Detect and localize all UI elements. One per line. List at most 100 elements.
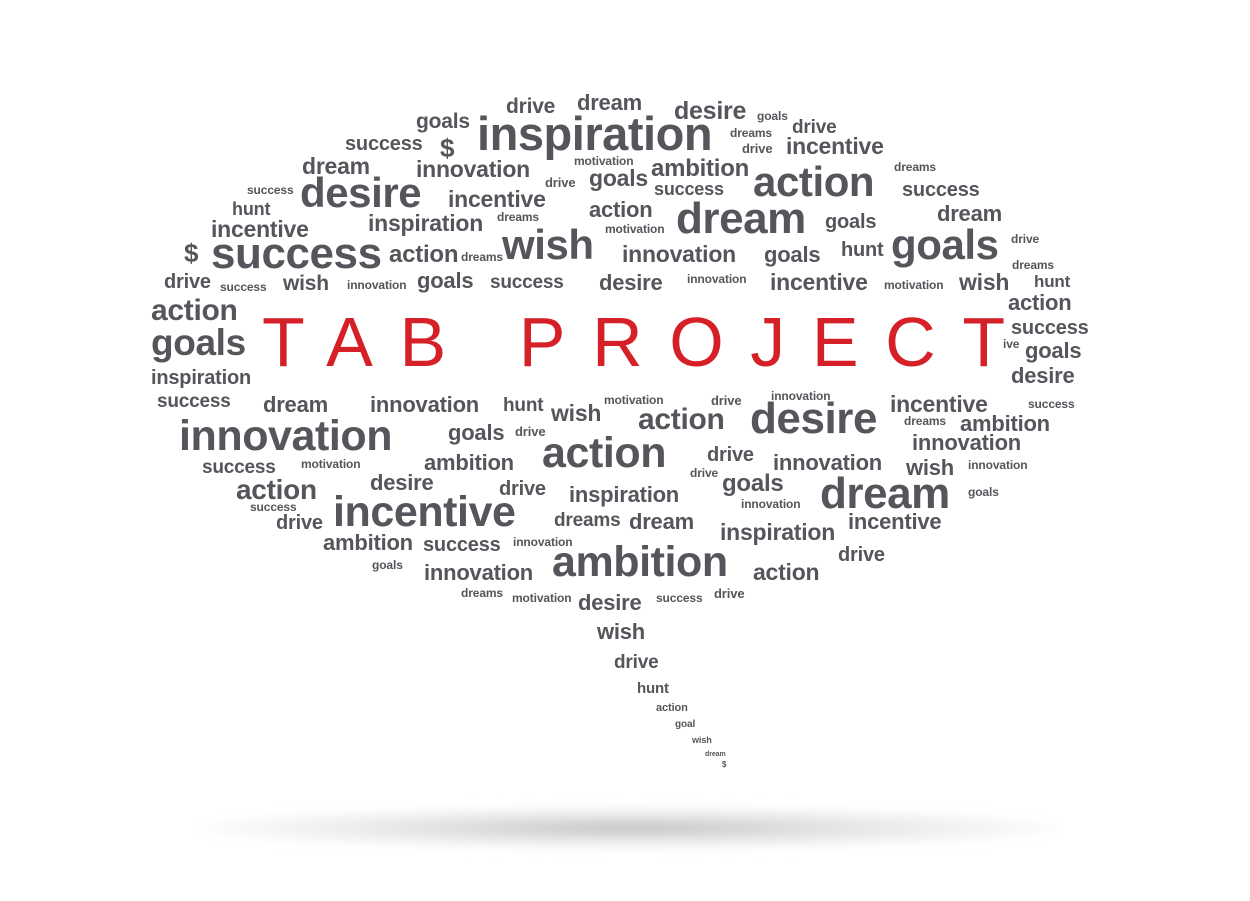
word: hunt xyxy=(637,680,669,697)
word: innovation xyxy=(771,389,831,403)
word: wish xyxy=(906,455,955,480)
word: drive xyxy=(742,141,773,156)
word: incentive xyxy=(786,133,884,159)
word: dream xyxy=(577,90,642,115)
word: incentive xyxy=(211,216,309,242)
word: motivation xyxy=(301,457,361,471)
word: wish xyxy=(597,619,646,644)
word: success xyxy=(157,391,231,412)
word: inspiration xyxy=(151,367,252,389)
word: wish xyxy=(283,272,329,295)
word: $ xyxy=(440,133,455,163)
word: action xyxy=(1008,290,1072,315)
word: goals xyxy=(757,109,788,123)
word: innovation xyxy=(424,560,534,585)
word: success xyxy=(654,179,724,199)
word: success xyxy=(250,500,297,514)
word: desire xyxy=(674,97,747,125)
word: incentive xyxy=(890,391,988,417)
word: motivation xyxy=(512,591,572,605)
page-title: TAB PROJECT xyxy=(262,303,1032,381)
word: desire xyxy=(750,394,877,443)
word: $ xyxy=(722,760,727,769)
word: hunt xyxy=(232,199,271,219)
word: drive xyxy=(506,95,556,118)
word: success xyxy=(423,534,501,556)
word: dream xyxy=(937,201,1002,226)
word: success xyxy=(202,457,276,478)
word: $ xyxy=(184,238,199,268)
word: wish xyxy=(551,400,602,426)
word: action xyxy=(389,241,459,268)
word: success xyxy=(345,133,423,155)
word: success xyxy=(656,591,703,605)
word: desire xyxy=(599,270,663,295)
word: innovation xyxy=(687,272,747,286)
word: success xyxy=(1011,317,1089,339)
word: incentive xyxy=(848,509,942,534)
word: motivation xyxy=(884,278,944,292)
word: ambition xyxy=(552,538,728,586)
word: dreams xyxy=(730,126,772,140)
word: ambition xyxy=(651,155,750,182)
word: drive xyxy=(499,478,546,500)
word: drive xyxy=(545,175,576,190)
word: goals xyxy=(417,268,474,293)
word: dreams xyxy=(461,586,503,600)
word: dream xyxy=(820,469,950,518)
word: innovation xyxy=(179,412,393,460)
bubble-shadow xyxy=(200,806,1060,850)
word: inspiration xyxy=(368,210,484,236)
word: desire xyxy=(300,169,422,216)
word: goals xyxy=(825,211,877,233)
word: goals xyxy=(589,165,648,191)
word: motivation xyxy=(574,154,634,168)
word: ambition xyxy=(960,411,1050,436)
word: goal xyxy=(675,719,696,730)
word: success xyxy=(1028,397,1075,411)
word: wish xyxy=(502,221,594,268)
word: ambition xyxy=(323,530,413,555)
word: action xyxy=(656,702,688,714)
word: dreams xyxy=(1012,258,1054,272)
word: innovation xyxy=(773,450,883,475)
word: goals xyxy=(448,420,505,445)
word: innovation xyxy=(370,392,480,417)
word: wish xyxy=(959,269,1010,295)
word: desire xyxy=(370,470,434,495)
word: drive xyxy=(792,117,837,138)
word: drive xyxy=(714,586,745,601)
word: dreams xyxy=(554,510,621,531)
word: hunt xyxy=(841,239,884,261)
word: desire xyxy=(578,590,642,615)
word: dream xyxy=(705,751,726,758)
word: ive xyxy=(1003,337,1020,351)
word: hunt xyxy=(1034,272,1071,291)
word: innovation xyxy=(741,497,801,511)
word: action xyxy=(753,158,875,205)
word: hunt xyxy=(503,395,544,416)
word: dreams xyxy=(497,210,539,224)
word: goals xyxy=(764,242,821,267)
word: dreams xyxy=(904,414,946,428)
word: goals xyxy=(416,110,470,133)
word: dream xyxy=(263,392,328,417)
word: goals xyxy=(1025,338,1082,363)
word: success xyxy=(220,280,267,294)
word: innovation xyxy=(416,156,530,182)
word: drive xyxy=(515,424,546,439)
word: success xyxy=(902,179,980,201)
word: motivation xyxy=(605,222,665,236)
word: drive xyxy=(838,544,885,566)
word: goals xyxy=(891,221,999,268)
word: action xyxy=(542,429,667,477)
word: drive xyxy=(164,271,211,293)
word: dreams xyxy=(461,250,503,264)
word: inspiration xyxy=(477,107,713,160)
word: innovation xyxy=(622,241,736,267)
word: incentive xyxy=(770,269,868,295)
word: incentive xyxy=(333,488,516,536)
word: goals xyxy=(968,485,999,499)
word: success xyxy=(247,183,294,197)
